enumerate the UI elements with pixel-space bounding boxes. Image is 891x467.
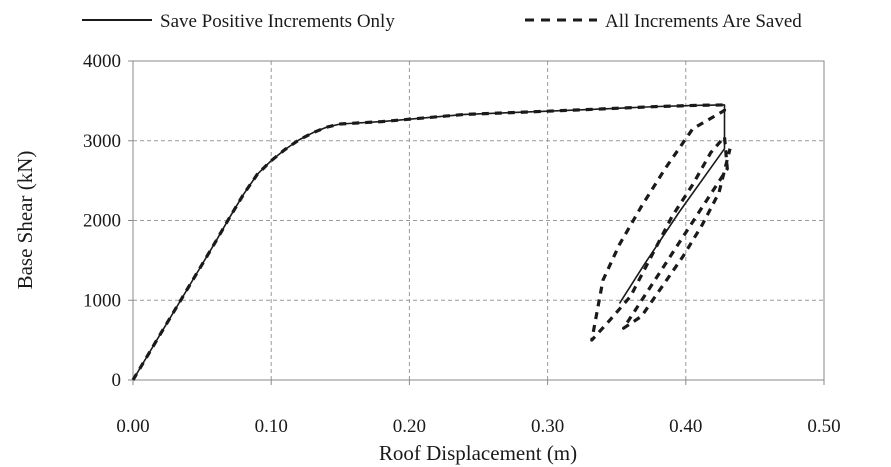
y-tick-label: 1000 — [83, 290, 121, 311]
x-tick-label: 0.40 — [669, 416, 702, 437]
y-axis-title: Base Shear (kN) — [13, 151, 37, 290]
x-tick-label: 0.00 — [116, 416, 149, 437]
gridlines — [133, 61, 824, 380]
series-line-all-increments — [131, 103, 732, 381]
x-tick-label: 0.20 — [393, 416, 426, 437]
legend-entry-save-positive: Save Positive Increments Only — [160, 11, 395, 32]
legend-entry-all-increments: All Increments Are Saved — [605, 11, 802, 32]
y-tick-label: 0 — [112, 370, 122, 391]
series-line-save-positive — [132, 104, 726, 381]
x-tick-label: 0.30 — [531, 416, 564, 437]
y-tick-label: 4000 — [83, 51, 121, 72]
y-tick-label: 3000 — [83, 131, 121, 152]
x-tick-label: 0.50 — [807, 416, 840, 437]
series-lines — [131, 103, 732, 381]
x-axis-title: Roof Displacement (m) — [379, 441, 577, 465]
axes: 0 1000 2000 3000 4000 0.00 0.10 0.20 0.30 0.40 0.5… — [83, 51, 841, 437]
legend: Save Positive Increments Only All Increm… — [82, 11, 802, 32]
y-tick-label: 2000 — [83, 211, 121, 232]
x-tick-label: 0.10 — [255, 416, 288, 437]
